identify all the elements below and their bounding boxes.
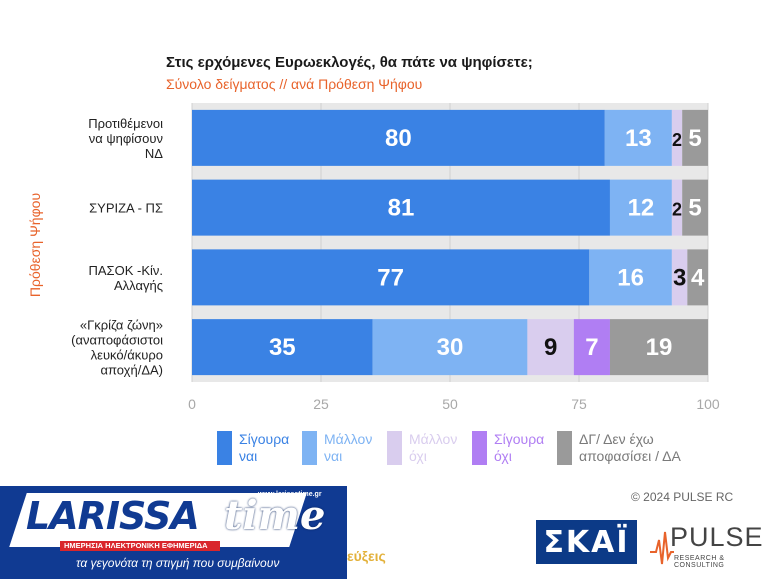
data-label: 35 [269,334,296,361]
bar-segment [609,319,708,376]
data-label: 13 [625,125,652,152]
data-label: 3 [673,264,686,291]
data-label: 4 [691,264,705,291]
category-label: Προτιθέμενοι [88,116,163,131]
bar-segment [192,319,373,376]
banner-url: www.larissatime.gr [258,491,322,498]
pulse-logo-text: PULSE [670,522,764,552]
larissatime-banner[interactable]: LARISSA time www.larissatime.gr ΗΜΕΡΗΣΙΑ… [0,486,347,579]
data-label: 2 [672,200,682,220]
legend-item: Μάλλον όχι [387,431,472,465]
category-label: λευκό/άκυρο [91,348,163,363]
category-label: ΣΥΡΙΖΑ - ΠΣ [89,201,163,216]
bar-segment [573,319,610,376]
bar-segment [192,179,610,236]
legend-swatch [302,431,317,465]
chart-legend: Σίγουρα ναι Μάλλον ναι Μάλλον όχι Σίγουρα ό… [217,431,697,465]
chart-subtitle: Σύνολο δείγματος // ανά Πρόθεση Ψήφου [166,76,423,92]
category-label: Αλλαγής [114,278,163,293]
data-label: 7 [585,334,598,361]
data-label: 30 [437,334,464,361]
category-label: να ψηφίσουν [89,131,163,146]
partial-caption-text: εύξεις [347,548,386,564]
data-label: 81 [388,195,415,222]
bar-segment [372,319,528,376]
x-tick-label: 25 [313,396,329,412]
legend-item: Σίγουρα ναι [217,431,302,465]
banner-red-strip [60,541,220,551]
bar-segment [527,319,574,376]
bar-segment [671,109,683,166]
legend-swatch [472,431,487,465]
category-label: ΝΔ [145,146,163,161]
x-tick-label: 0 [188,396,196,412]
category-label: ΠΑΣΟΚ -Κίν. [89,263,164,278]
banner-logo-time: time [224,492,326,539]
bar-segment [682,109,708,166]
chart-title: Στις ερχόμενες Ευρωεκλογές, θα πάτε να ψ… [166,54,533,71]
bar-segment [192,249,590,306]
banner-logo-text: LARISSA [26,494,200,538]
bar-segment [671,249,688,306]
copyright-text: © 2024 PULSE RC [631,490,734,504]
bar-segment [589,249,672,306]
bar-segment [192,109,605,166]
legend-item: Μάλλον ναι [302,431,387,465]
banner-red-strip-text: ΗΜΕΡΗΣΙΑ ΗΛΕΚΤΡΟΝΙΚΗ ΕΦΗΜΕΡΙΔΑ [64,541,208,550]
data-label: 2 [672,130,682,150]
legend-swatch [217,431,232,465]
category-label: «Γκρίζα ζώνη» [80,318,163,333]
data-label: 5 [688,195,701,222]
pulse-logo-tagline: RESEARCH & CONSULTING [674,555,725,569]
legend-item: Σίγουρα όχι [472,431,557,465]
data-label: 77 [377,264,404,291]
data-label: 16 [617,264,644,291]
bar-segment [671,179,683,236]
category-label: (αναποφάσιστοι [71,333,163,348]
bar-segment [682,179,708,236]
data-label: 5 [688,125,701,152]
data-label: 9 [544,334,557,361]
pulse-wave-icon [650,531,674,565]
legend-label: Σίγουρα ναι [239,431,290,464]
legend-label: ΔΓ/ Δεν έχω αποφασίσει / ΔΑ [579,431,681,464]
data-label: 19 [646,334,673,361]
bar-segment [609,179,672,236]
skai-logo: ΣΚΑΪ [536,520,637,564]
legend-label: Σίγουρα όχι [494,431,545,464]
x-tick-label: 50 [442,396,458,412]
bar-segment [687,249,708,306]
legend-swatch [387,431,402,465]
legend-label: Μάλλον ναι [324,431,373,464]
x-tick-label: 75 [571,396,587,412]
banner-slogan: τα γεγονότα τη στιγμή που συμβαίνουν [76,556,280,570]
legend-label: Μάλλον όχι [409,431,458,464]
legend-item: ΔΓ/ Δεν έχω αποφασίσει / ΔΑ [557,431,697,465]
x-tick-label: 100 [696,396,720,412]
data-label: 80 [385,125,412,152]
pulse-logo: PULSE RESEARCH & CONSULTING [650,522,765,569]
category-label: αποχή/ΔΑ) [100,363,163,378]
bar-segment [604,109,672,166]
legend-swatch [557,431,572,465]
data-label: 12 [628,195,655,222]
